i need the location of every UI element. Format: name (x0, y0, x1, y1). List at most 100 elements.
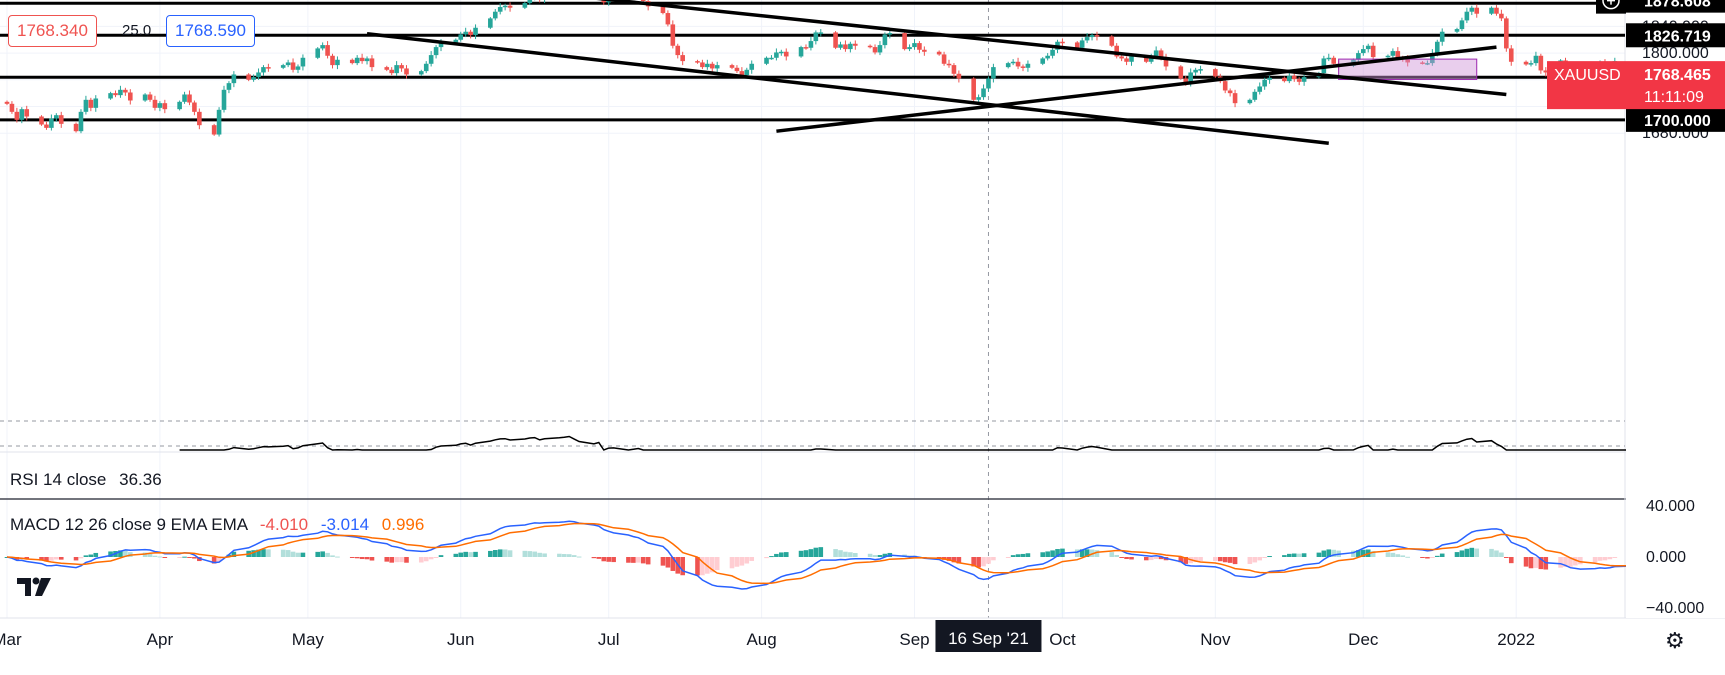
cursor-date-tag[interactable]: 16 Sep '21 (935, 620, 1042, 652)
candle-body (1232, 93, 1238, 104)
macd-histogram-bar (1331, 549, 1337, 557)
candle (473, 24, 478, 40)
macd-histogram-bar (438, 555, 444, 557)
candle-body (1148, 56, 1154, 62)
candle-body (83, 99, 89, 112)
macd-histogram-bar (1508, 557, 1514, 564)
macd-histogram-bar (1607, 557, 1613, 560)
candle (162, 99, 168, 114)
candle-body (1291, 75, 1297, 80)
time-tick-label: Nov (1200, 630, 1231, 649)
candle (1504, 16, 1509, 52)
candle-body (912, 43, 917, 48)
candle (389, 67, 394, 76)
candle-body (463, 31, 468, 35)
macd-histogram-bar (1563, 557, 1568, 567)
candle-body (1198, 69, 1203, 71)
candle-body (1084, 37, 1090, 41)
time-scale[interactable]: Mar Apr May Jun Jul Aug Sep Oct Nov Dec 2022 16 Sep… (0, 620, 1535, 652)
trend-line[interactable] (366, 32, 1329, 145)
macd-label: MACD 12 26 close 9 EMA EMA (10, 515, 249, 534)
candle-body (157, 103, 163, 108)
candle (1257, 82, 1263, 95)
price-level-tag[interactable]: 1878.608 (1626, 0, 1725, 13)
macd-histogram-bar (1291, 553, 1297, 557)
candle (808, 37, 814, 51)
last-price-symbol: XAUUSD (1554, 67, 1621, 84)
macd-histogram-bar (404, 557, 409, 563)
macd-histogram-bar (1267, 556, 1272, 558)
candle-body (872, 47, 878, 53)
candle (197, 108, 202, 130)
candle-body (285, 62, 291, 66)
spread-value: 25.0 (122, 22, 152, 39)
candle-body (1434, 41, 1440, 54)
macd-axis-label: 40.000 (1646, 498, 1695, 515)
trend-line[interactable] (446, 0, 1507, 97)
macd-histogram-bar (1439, 553, 1445, 557)
candle (1365, 43, 1371, 53)
candle (1528, 60, 1534, 67)
candle (1227, 88, 1233, 97)
candle (108, 91, 113, 100)
trend-line[interactable] (776, 45, 1497, 133)
candle-body (256, 72, 261, 78)
candle-body (1010, 61, 1016, 64)
candle-body (1262, 79, 1267, 87)
candle-body (1119, 56, 1124, 59)
candle-body (695, 61, 700, 63)
macd-histogram-bar (1015, 554, 1021, 557)
price-scale[interactable]: 1840.0001800.0001720.0001680.0001878.608… (1547, 0, 1725, 618)
last-price-tag[interactable]: XAUUSD 1768.465 11:11:09 (1547, 61, 1725, 110)
candle-body (1089, 35, 1095, 38)
macd-histogram-bar (1045, 551, 1050, 557)
price-level-tag[interactable]: 1826.719 (1626, 23, 1725, 48)
candle (221, 85, 227, 113)
candle-body (705, 63, 710, 68)
candle (769, 55, 774, 60)
candle (1079, 37, 1085, 50)
candle-body (1331, 57, 1337, 64)
trend-lines[interactable] (366, 0, 1507, 145)
ask-price-box[interactable]: 1768.590 (166, 15, 255, 47)
candle (142, 93, 148, 102)
candle (1163, 53, 1169, 71)
candle-body (4, 101, 10, 104)
candle (261, 65, 266, 76)
candle (300, 54, 306, 71)
candle (539, 0, 541, 3)
candle-body (423, 63, 429, 72)
macd-histogram-bar (123, 550, 128, 557)
candle-body (951, 65, 957, 74)
candle (951, 63, 957, 78)
macd-histogram-bar (734, 557, 740, 567)
candle-body (971, 78, 976, 100)
price-level-tag[interactable]: 1700.000 (1626, 107, 1725, 132)
candle-body (1395, 51, 1401, 58)
candle-body (458, 34, 464, 40)
bid-price-box[interactable]: 1768.340 (8, 15, 97, 47)
candle (705, 59, 710, 70)
svg-text:MACD 12 26 close 9 EMA EMA: MACD 12 26 close 9 EMA EMA -4.010 -3.014… (10, 515, 424, 534)
add-alert-icon[interactable] (1602, 0, 1620, 10)
candle-body (709, 63, 715, 69)
macd-histogram-bar (492, 550, 498, 557)
macd-histogram-bar (1005, 557, 1011, 558)
candle-body (24, 109, 30, 117)
candle-body (1430, 53, 1435, 64)
candle (986, 76, 991, 92)
candle (700, 59, 705, 70)
macd-histogram-bar (596, 557, 602, 559)
macd-histogram-bar (49, 557, 54, 561)
candle (152, 95, 158, 111)
candle-body (162, 103, 168, 110)
candle-body (744, 69, 750, 76)
candle (246, 73, 251, 82)
candle-body (335, 59, 340, 66)
macd-histogram-bar (665, 557, 671, 568)
candle-body (492, 11, 498, 19)
macd-histogram-bar (744, 557, 750, 564)
macd-histogram-bar (1430, 557, 1435, 558)
settings-gear-icon[interactable]: ⚙ (1665, 628, 1685, 653)
